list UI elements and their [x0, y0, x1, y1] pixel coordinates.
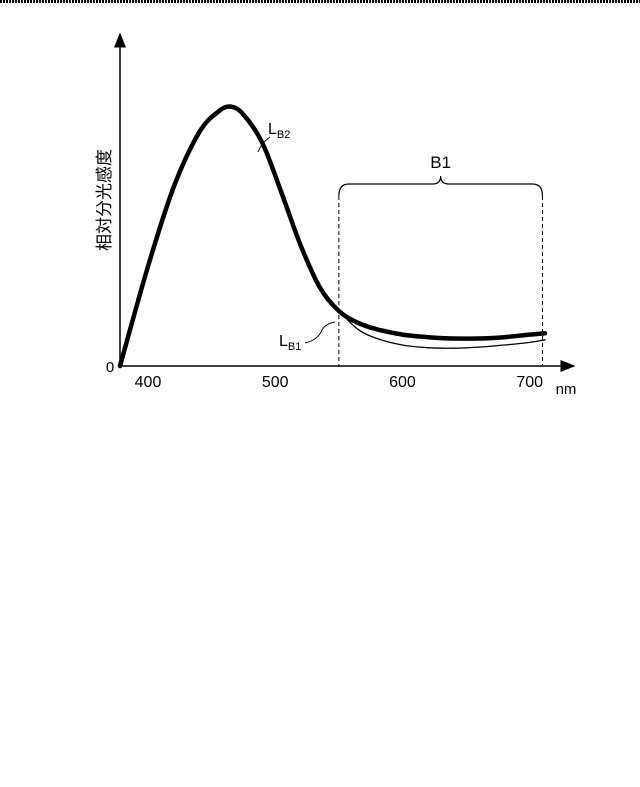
x-tick-label-500: 500: [262, 374, 289, 391]
band-b1-brace: [339, 176, 543, 196]
band-b1-label: B1: [430, 153, 451, 172]
x-tick-label-600: 600: [389, 374, 416, 391]
series-line-lb2: [120, 107, 545, 366]
x-axis-unit: nm: [556, 381, 577, 398]
x-tick-label-700: 700: [516, 374, 543, 391]
series-label-lb2: LB2: [268, 121, 290, 141]
y-axis-label: 相対分光感度: [95, 149, 115, 251]
series-label-leader-lb1: [305, 322, 335, 343]
x-tick-label-400: 400: [135, 374, 162, 391]
y-tick-zero: 0: [106, 359, 114, 376]
series-label-lb1: LB1: [279, 333, 301, 353]
